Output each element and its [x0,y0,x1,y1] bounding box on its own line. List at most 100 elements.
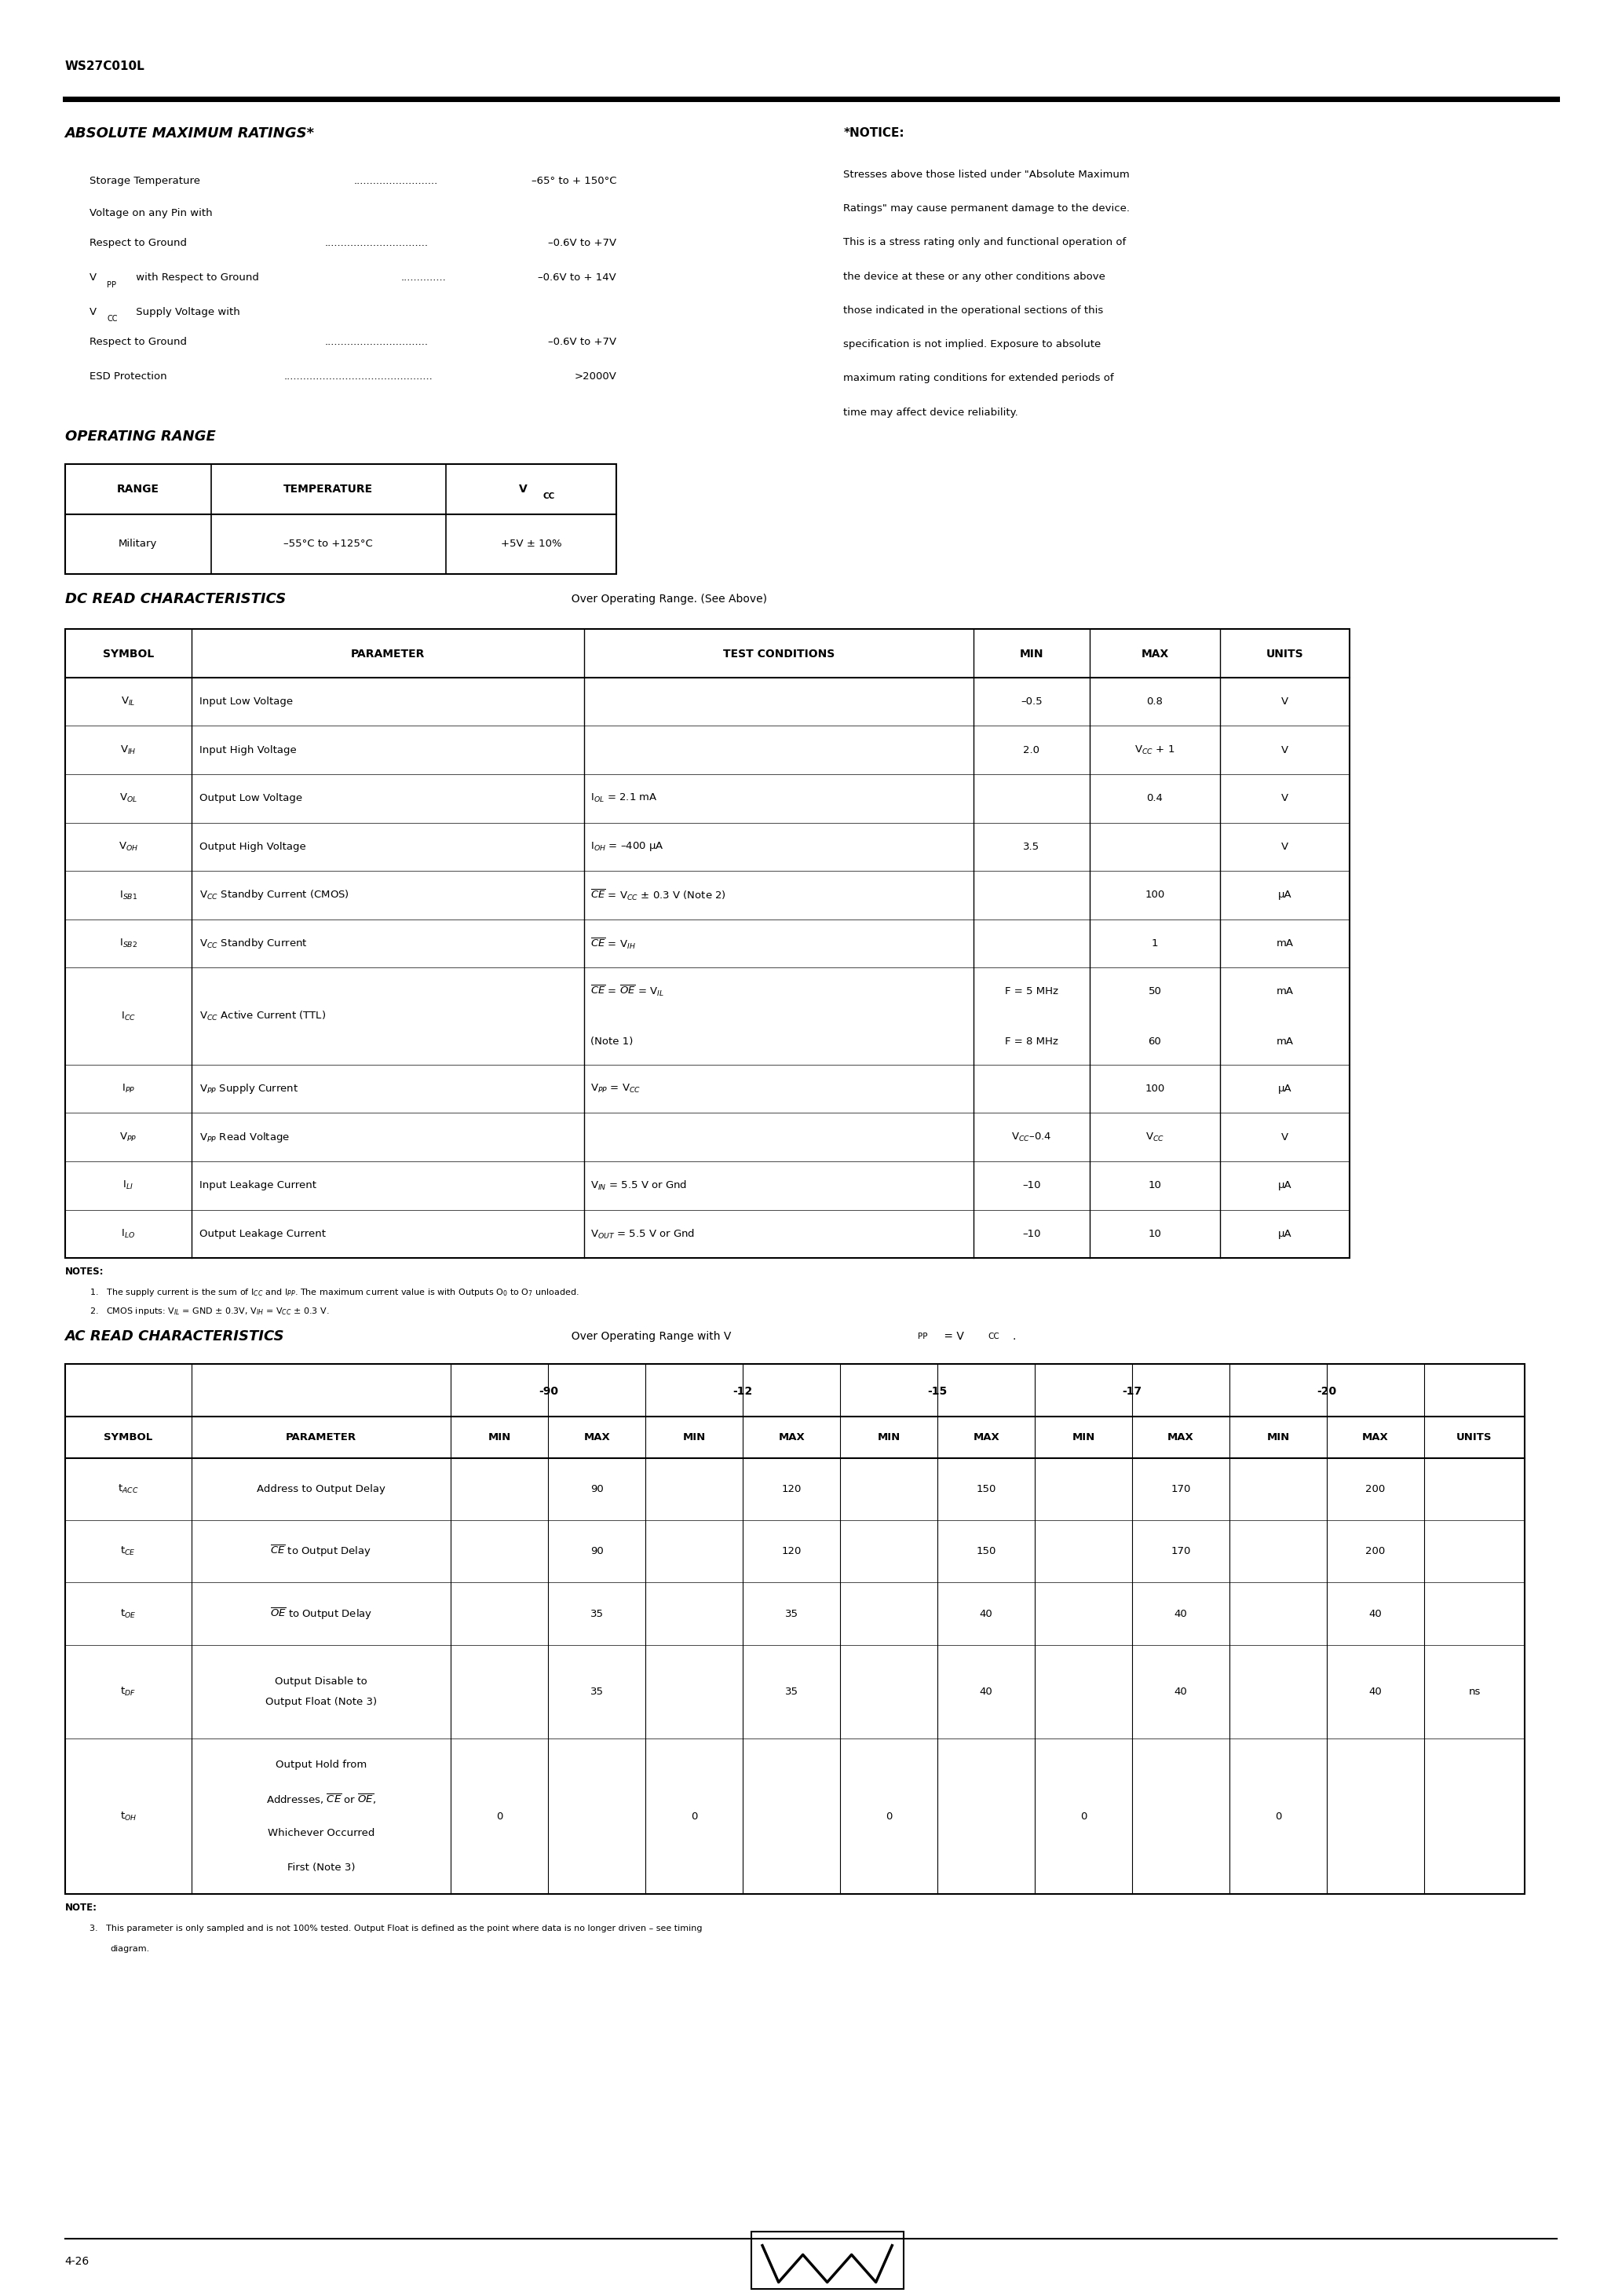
Text: MAX: MAX [973,1433,999,1442]
Text: First (Note 3): First (Note 3) [287,1862,355,1874]
Text: UNITS: UNITS [1457,1433,1492,1442]
Text: I$_{OL}$ = 2.1 mA: I$_{OL}$ = 2.1 mA [590,792,657,804]
Text: t$_{CE}$: t$_{CE}$ [120,1545,136,1557]
Text: V$_{CC}$ Standby Current (CMOS): V$_{CC}$ Standby Current (CMOS) [200,889,349,902]
Text: AC READ CHARACTERISTICS: AC READ CHARACTERISTICS [65,1329,284,1343]
Text: V: V [1281,744,1288,755]
Text: 100: 100 [1145,891,1165,900]
Text: Addresses, $\overline{CE}$ or $\overline{OE}$,: Addresses, $\overline{CE}$ or $\overline… [266,1793,376,1807]
Text: Over Operating Range with V: Over Operating Range with V [564,1332,732,1341]
Bar [65,1364,1525,1894]
Text: 0: 0 [886,1812,892,1821]
Text: >2000V: >2000V [574,372,616,381]
Text: TEST CONDITIONS: TEST CONDITIONS [723,650,834,659]
Text: V: V [89,308,96,317]
Text: I$_{OH}$ = –400 μA: I$_{OH}$ = –400 μA [590,840,663,854]
Text: V$_{OH}$: V$_{OH}$ [118,840,138,852]
Text: ESD Protection: ESD Protection [89,372,167,381]
Text: 40: 40 [1369,1688,1382,1697]
Text: –10: –10 [1022,1228,1041,1240]
Text: F = 5 MHz: F = 5 MHz [1006,985,1058,996]
Text: ..............: .............. [401,273,446,282]
Text: V: V [1281,1132,1288,1143]
Text: Storage Temperature: Storage Temperature [89,177,200,186]
Text: .: . [1012,1332,1015,1341]
Text: Input Leakage Current: Input Leakage Current [200,1180,316,1192]
Text: MIN: MIN [1267,1433,1289,1442]
Text: 35: 35 [785,1609,798,1619]
Text: 0: 0 [1080,1812,1087,1821]
Text: TEMPERATURE: TEMPERATURE [284,484,373,494]
Text: $\overline{CE}$ to Output Delay: $\overline{CE}$ to Output Delay [271,1543,371,1559]
Text: Supply Voltage with: Supply Voltage with [133,308,240,317]
Text: (Note 1): (Note 1) [590,1035,633,1047]
Text: time may affect device reliability.: time may affect device reliability. [843,406,1019,418]
Text: MAX: MAX [1140,650,1169,659]
Text: 200: 200 [1366,1545,1385,1557]
Text: maximum rating conditions for extended periods of: maximum rating conditions for extended p… [843,374,1114,383]
Text: I$_{CC}$: I$_{CC}$ [120,1010,136,1022]
Text: +5V ± 10%: +5V ± 10% [501,540,561,549]
Text: 150: 150 [976,1545,996,1557]
Text: 40: 40 [1174,1609,1187,1619]
Text: Input High Voltage: Input High Voltage [200,744,297,755]
Text: V$_{PP}$ Read Voltage: V$_{PP}$ Read Voltage [200,1130,290,1143]
Text: Respect to Ground: Respect to Ground [89,239,187,248]
Text: F = 8 MHz: F = 8 MHz [1006,1035,1058,1047]
Text: μA: μA [1278,891,1291,900]
Text: OPERATING RANGE: OPERATING RANGE [65,429,216,443]
Text: μA: μA [1278,1084,1291,1093]
Text: –0.6V to + 14V: –0.6V to + 14V [539,273,616,282]
Text: t$_{ACC}$: t$_{ACC}$ [118,1483,138,1495]
Text: 0: 0 [496,1812,503,1821]
Text: Ratings" may cause permanent damage to the device.: Ratings" may cause permanent damage to t… [843,204,1131,214]
Text: Over Operating Range. (See Above): Over Operating Range. (See Above) [564,595,767,604]
Text: t$_{OH}$: t$_{OH}$ [120,1809,136,1823]
Text: 0.8: 0.8 [1147,696,1163,707]
Text: 1.   The supply current is the sum of I$_{CC}$ and I$_{PP}$. The maximum current: 1. The supply current is the sum of I$_{… [89,1288,579,1297]
Text: I$_{PP}$: I$_{PP}$ [122,1084,135,1095]
Text: 10: 10 [1148,1180,1161,1192]
Text: DC READ CHARACTERISTICS: DC READ CHARACTERISTICS [65,592,285,606]
Text: 1: 1 [1152,939,1158,948]
Text: 4-26: 4-26 [65,2257,89,2266]
Text: V$_{CC}$ Standby Current: V$_{CC}$ Standby Current [200,937,308,951]
Text: UNITS: UNITS [1265,650,1304,659]
Text: -90: -90 [539,1387,558,1396]
Text: ..........................: .......................... [354,177,438,186]
Text: MAX: MAX [1362,1433,1388,1442]
Text: Stresses above those listed under "Absolute Maximum: Stresses above those listed under "Absol… [843,170,1131,179]
Text: 0: 0 [691,1812,697,1821]
Text: $\overline{CE}$ = $\overline{OE}$ = V$_{IL}$: $\overline{CE}$ = $\overline{OE}$ = V$_{… [590,983,663,999]
Text: 150: 150 [976,1483,996,1495]
Text: 40: 40 [1174,1688,1187,1697]
Text: ................................: ................................ [324,338,428,347]
Text: MIN: MIN [1072,1433,1095,1442]
Bar [65,464,616,574]
Text: V$_{IH}$: V$_{IH}$ [120,744,136,755]
Text: *NOTICE:: *NOTICE: [843,126,905,140]
Text: RANGE: RANGE [117,484,159,494]
Text: 2.   CMOS inputs: V$_{IL}$ = GND ± 0.3V, V$_{IH}$ = V$_{CC}$ ± 0.3 V.: 2. CMOS inputs: V$_{IL}$ = GND ± 0.3V, V… [89,1306,329,1316]
Text: V$_{OUT}$ = 5.5 V or Gnd: V$_{OUT}$ = 5.5 V or Gnd [590,1228,694,1240]
Text: MAX: MAX [584,1433,610,1442]
Text: –0.5: –0.5 [1020,696,1043,707]
Text: 100: 100 [1145,1084,1165,1093]
Text: 40: 40 [980,1688,993,1697]
Text: 170: 170 [1171,1545,1191,1557]
Text: V$_{IN}$ = 5.5 V or Gnd: V$_{IN}$ = 5.5 V or Gnd [590,1180,688,1192]
Text: μA: μA [1278,1228,1291,1240]
Text: –10: –10 [1022,1180,1041,1192]
Text: PARAMETER: PARAMETER [350,650,425,659]
Text: -15: -15 [928,1387,947,1396]
Text: those indicated in the operational sections of this: those indicated in the operational secti… [843,305,1103,315]
Text: t$_{DF}$: t$_{DF}$ [120,1685,136,1697]
Text: the device at these or any other conditions above: the device at these or any other conditi… [843,271,1106,282]
Text: NOTES:: NOTES: [65,1267,104,1277]
Text: 2.0: 2.0 [1023,744,1040,755]
Text: -20: -20 [1317,1387,1337,1396]
Text: I$_{SB2}$: I$_{SB2}$ [118,937,138,951]
Text: ..............................................: ........................................… [284,372,433,381]
Text: 50: 50 [1148,985,1161,996]
Text: NOTE:: NOTE: [65,1903,97,1913]
